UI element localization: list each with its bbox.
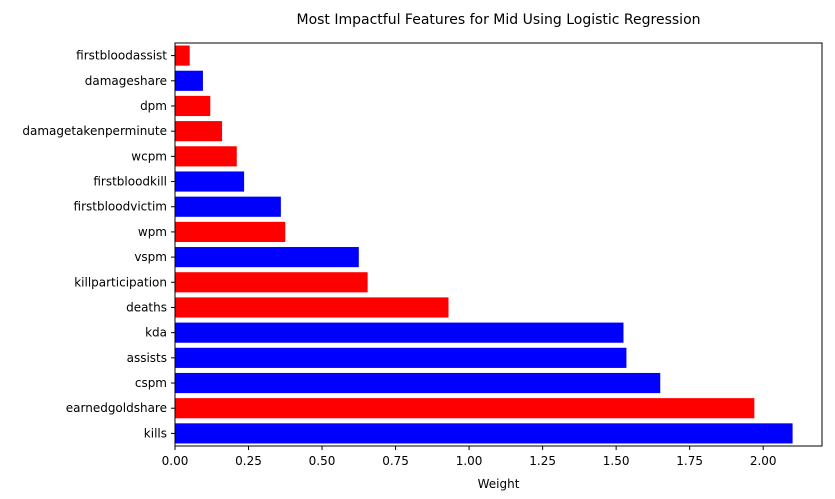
bar-vspm	[175, 247, 359, 268]
chart-title: Most Impactful Features for Mid Using Lo…	[296, 12, 700, 28]
bar-wpm	[175, 221, 286, 242]
bars-group	[175, 45, 793, 444]
y-tick-label: damageshare	[85, 74, 167, 88]
y-tick-label: firstbloodassist	[76, 49, 167, 63]
bar-firstbloodkill	[175, 171, 245, 192]
bar-damageshare	[175, 70, 203, 91]
y-tick-label: kills	[144, 426, 167, 440]
x-tick-label: 0.00	[162, 454, 189, 468]
bar-kda	[175, 322, 624, 343]
y-tick-label: dpm	[140, 99, 167, 113]
x-tick-label: 0.50	[309, 454, 336, 468]
x-tick-label: 1.25	[529, 454, 556, 468]
bar-deaths	[175, 297, 449, 318]
x-tick-label: 0.25	[235, 454, 262, 468]
y-tick-label: wpm	[138, 225, 167, 239]
y-tick-label: wcpm	[131, 149, 167, 163]
x-tick-label: 0.75	[382, 454, 409, 468]
bar-earnedgoldshare	[175, 398, 755, 419]
bar-firstbloodvictim	[175, 196, 281, 217]
x-ticks: 0.00 0.25 0.50 0.75 1.00 1.25 1.50 1.75 2.00	[162, 446, 777, 468]
y-tick-label: cspm	[135, 376, 167, 390]
bar-damagetakenperminute	[175, 121, 223, 142]
y-tick-label: killparticipation	[74, 275, 167, 289]
bar-firstbloodassist	[175, 45, 190, 66]
y-tick-label: earnedgoldshare	[66, 401, 167, 415]
y-tick-label: firstbloodvictim	[74, 200, 167, 214]
x-tick-label: 1.50	[603, 454, 630, 468]
x-tick-label: 1.75	[676, 454, 703, 468]
y-tick-label: damagetakenperminute	[22, 124, 167, 138]
y-tick-labels: kills earnedgoldshare cspm assists kda deaths…	[22, 49, 175, 440]
y-tick-label: firstbloodkill	[93, 175, 167, 189]
y-tick-label: deaths	[126, 300, 167, 314]
x-tick-label: 2.00	[750, 454, 777, 468]
bar-killparticipation	[175, 272, 368, 293]
bar-kills	[175, 423, 793, 444]
bar-cspm	[175, 372, 661, 394]
plot-frame	[174, 42, 823, 447]
bar-wcpm	[175, 146, 237, 167]
x-tick-label: 1.00	[456, 454, 483, 468]
y-tick-label: assists	[127, 351, 167, 365]
bar-assists	[175, 347, 627, 368]
y-tick-label: vspm	[134, 250, 167, 264]
x-axis-label: Weight	[478, 477, 520, 491]
y-tick-label: kda	[145, 326, 167, 340]
bar-dpm	[175, 95, 211, 117]
